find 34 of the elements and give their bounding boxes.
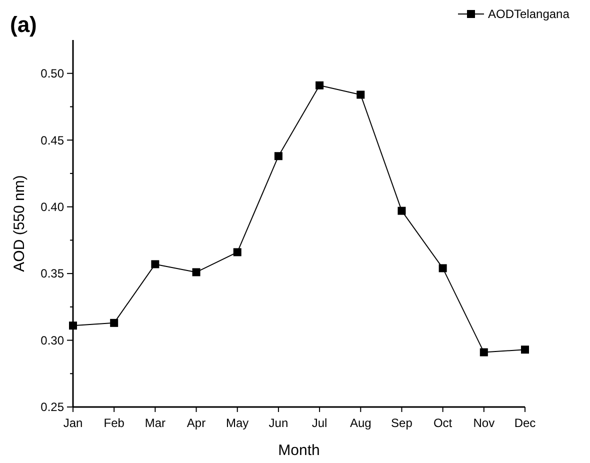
x-tick-label: Jun xyxy=(268,416,288,430)
y-tick-label: 0.25 xyxy=(40,400,64,414)
x-tick-label: Nov xyxy=(473,416,495,430)
chart-title: (a) xyxy=(10,12,37,37)
point xyxy=(151,260,160,268)
x-tick-label: Apr xyxy=(186,416,206,430)
point xyxy=(480,348,488,356)
point xyxy=(438,264,447,272)
x-tick-label: Mar xyxy=(144,416,166,430)
y-tick-label: 0.35 xyxy=(40,266,64,281)
point xyxy=(521,346,529,354)
y-tick-label: 0.40 xyxy=(40,200,64,214)
point xyxy=(398,206,406,215)
x-tick-label: Dec xyxy=(514,416,536,430)
point xyxy=(233,248,242,256)
x-tick-label: Jan xyxy=(63,416,83,430)
legend-label: AODTelangana xyxy=(488,7,570,22)
point xyxy=(316,81,324,90)
point xyxy=(69,322,77,330)
x-tick-label: May xyxy=(226,416,249,430)
y-tick-label: 0.45 xyxy=(40,133,64,148)
y-tick-label: 0.30 xyxy=(40,333,64,348)
x-tick-label: Jul xyxy=(312,416,328,430)
x-tick-label: Sep xyxy=(391,416,413,430)
x-axis-title: Month xyxy=(278,442,320,459)
point xyxy=(110,318,118,327)
y-axis-title: AOD (550 nm) xyxy=(11,175,28,272)
x-tick-label: Oct xyxy=(433,416,453,430)
point xyxy=(274,152,282,160)
x-tick-label: Feb xyxy=(104,416,125,430)
point xyxy=(192,268,200,276)
y-tick-label: 0.50 xyxy=(40,66,64,81)
point xyxy=(356,90,365,99)
x-tick-label: Aug xyxy=(350,416,372,430)
